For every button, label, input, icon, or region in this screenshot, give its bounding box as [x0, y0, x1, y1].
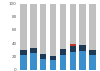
Bar — [80, 51, 86, 70]
Bar — [40, 4, 46, 54]
Bar — [60, 4, 66, 49]
Bar — [30, 4, 36, 48]
Bar — [20, 55, 27, 70]
Bar — [70, 44, 76, 46]
Bar — [89, 55, 96, 70]
Bar — [60, 49, 66, 55]
Bar — [40, 54, 46, 59]
Bar — [30, 53, 36, 70]
Bar — [50, 60, 56, 70]
Bar — [30, 48, 36, 53]
Bar — [70, 46, 76, 52]
Bar — [70, 52, 76, 70]
Bar — [60, 55, 66, 70]
Bar — [70, 4, 76, 44]
Bar — [40, 59, 46, 70]
Bar — [50, 4, 56, 56]
Bar — [89, 50, 96, 55]
Bar — [89, 4, 96, 50]
Bar — [20, 50, 27, 55]
Bar — [80, 45, 86, 51]
Bar — [20, 4, 27, 50]
Bar — [50, 56, 56, 60]
Bar — [80, 4, 86, 45]
